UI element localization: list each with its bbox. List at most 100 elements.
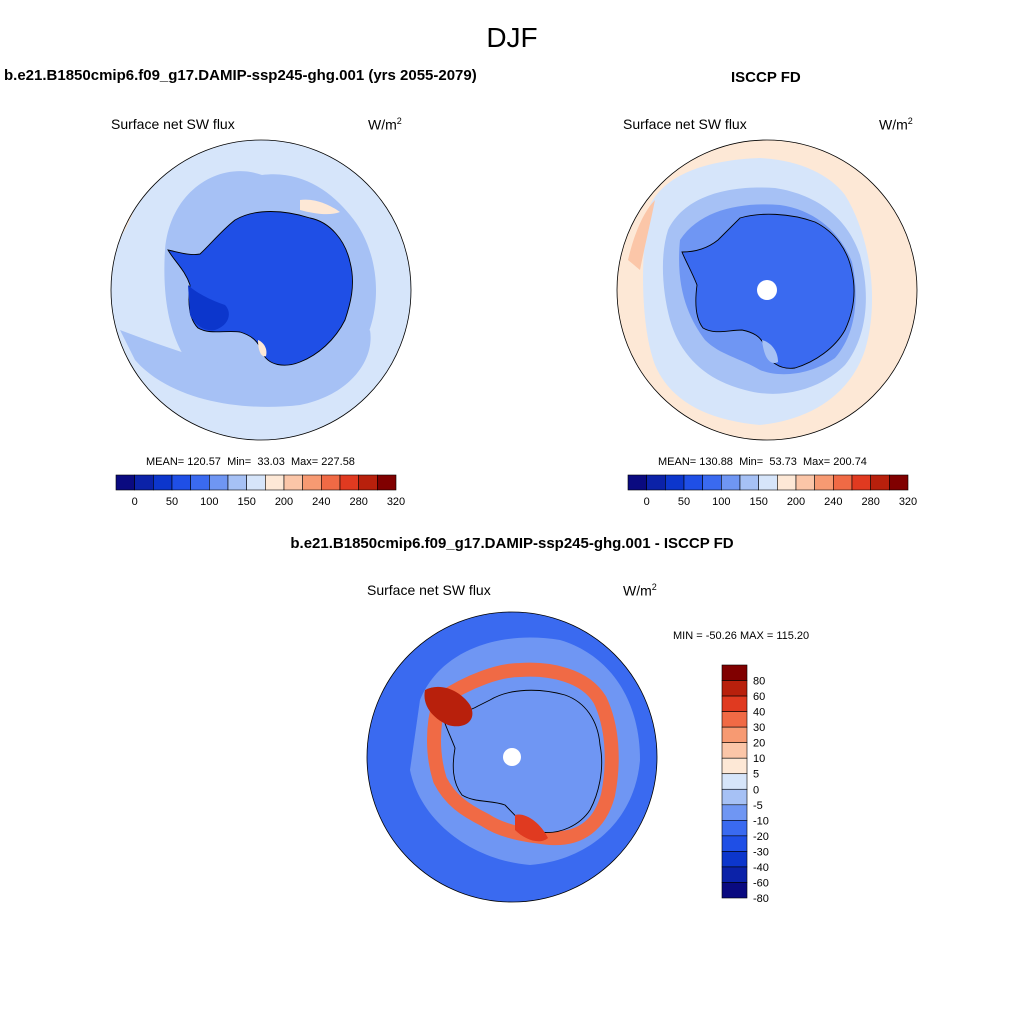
panel3-colorbar-tick-label: -60: [753, 877, 769, 889]
panel3-colorbar-tick-label: 5: [753, 769, 759, 781]
panel2-colorbar: 0 50 100 150 200 240 280 320: [627, 474, 917, 508]
panel1-colorbar-tick-label: 200: [275, 496, 293, 508]
panel2-colorbar-tick-label: 0: [644, 496, 650, 508]
panel2-colorbar-swatch-10: [814, 474, 834, 491]
panel1-stats: MEAN= 120.57 Min= 33.03 Max= 227.58: [146, 456, 355, 468]
panel3-colorbar-swatch-12: [721, 851, 748, 868]
panel3-colorbar-tick-label: -10: [753, 815, 769, 827]
panel3-colorbar-tick-label: 80: [753, 676, 765, 688]
panel1-colorbar-tick-label: 240: [312, 496, 330, 508]
panel3-warm-ring: [427, 662, 619, 846]
panel3-colorbar-swatch-10: [721, 820, 748, 837]
panel2-colorbar-swatch-3: [683, 474, 703, 491]
panel3-colorbar-tick-label: -40: [753, 862, 769, 874]
panel2-colorbar-swatch-4: [702, 474, 722, 491]
panel1-colorbar-swatch-9: [283, 474, 303, 491]
panel1-ocean-band-2: [120, 330, 371, 407]
panel1-colorbar-tick-label: 150: [237, 496, 255, 508]
panel1-colorbar-tick-label: 100: [200, 496, 218, 508]
panel1-colorbar-swatch-10: [302, 474, 322, 491]
panel1-units-label: W/m2: [368, 116, 402, 133]
panel2-colorbar-swatch-1: [646, 474, 666, 491]
panel3-colorbar-tick-label: 60: [753, 691, 765, 703]
panel3-colorbar-tick-label: 0: [753, 784, 759, 796]
panel1-map: [111, 140, 411, 440]
panel3-colorbar: 80 60 40 30 20 10 5 0 -5 -10 -20 -30 -40 -60 -80: [721, 664, 769, 905]
panel1-colorbar-swatch-14: [377, 474, 397, 491]
panel1-colorbar-swatch-11: [321, 474, 341, 491]
panel3-map-border: [366, 611, 658, 903]
panel1-warm-patch-top: [300, 199, 340, 215]
panel1-colorbar-swatch-2: [153, 474, 173, 491]
panel1-colorbar-tick-label: 0: [132, 496, 138, 508]
panel2-pole-mask: [757, 280, 777, 300]
panel2-colorbar-tick-label: 50: [678, 496, 690, 508]
panel3-variable-label: Surface net SW flux: [367, 582, 491, 598]
panel3-colorbar-tick-label: 30: [753, 722, 765, 734]
panel3-colorbar-swatch-2: [721, 695, 748, 712]
panel1-colorbar-swatch-1: [134, 474, 154, 491]
panel3-title: b.e21.B1850cmip6.f09_g17.DAMIP-ssp245-gh…: [290, 535, 734, 552]
panel2-colorbar-swatch-0: [627, 474, 647, 491]
panel3-colorbar-swatch-0: [721, 664, 748, 681]
panel2-colorbar-tick-label: 100: [712, 496, 730, 508]
panel3-colorbar-swatch-7: [721, 773, 748, 790]
panel3-colorbar-tick-label: 10: [753, 753, 765, 765]
panel2-colorbar-swatch-9: [795, 474, 815, 491]
panel1-title: b.e21.B1850cmip6.f09_g17.DAMIP-ssp245-gh…: [4, 67, 477, 84]
panel2-colorbar-swatch-13: [870, 474, 890, 491]
panel1-variable-label: Surface net SW flux: [111, 116, 235, 132]
panel1-colorbar-swatch-8: [265, 474, 285, 491]
panel2-units-label: W/m2: [879, 116, 913, 133]
panel3-units-label: W/m2: [623, 582, 657, 599]
panel1-colorbar-tick-label: 280: [349, 496, 367, 508]
panel3-pole-mask: [503, 748, 521, 766]
panel3-colorbar-swatch-13: [721, 866, 748, 883]
panel3-colorbar-swatch-4: [721, 726, 748, 743]
panel1-colorbar-swatch-4: [190, 474, 210, 491]
panel1-peninsula-dark: [188, 285, 229, 331]
panel2-colorbar-tick-label: 200: [787, 496, 805, 508]
panel1-colorbar-swatch-6: [227, 474, 247, 491]
panel2-colorbar-swatch-14: [889, 474, 909, 491]
panel3-colorbar-swatch-8: [721, 788, 748, 806]
panel2-colorbar-swatch-8: [777, 474, 797, 491]
panel2-colorbar-tick-label: 150: [749, 496, 767, 508]
figure-title: DJF: [486, 22, 538, 53]
panel1-colorbar-swatch-7: [246, 474, 266, 491]
panel2-ice-shelf: [762, 340, 778, 364]
panel2-colorbar-swatch-7: [758, 474, 778, 491]
panel3-colorbar-tick-label: -20: [753, 831, 769, 843]
panel3-colorbar-swatch-11: [721, 835, 748, 852]
panel1-peninsula-warm: [258, 340, 267, 357]
panel1-colorbar-swatch-12: [339, 474, 359, 491]
panel1-colorbar-swatch-13: [358, 474, 378, 491]
panel1-colorbar-swatch-3: [171, 474, 191, 491]
panel3-stats: MIN = -50.26 MAX = 115.20: [673, 630, 810, 642]
panel2-title: ISCCP FD: [731, 69, 801, 86]
panel2-colorbar-swatch-11: [833, 474, 853, 491]
panel3-weddell-hotspot: [424, 686, 473, 727]
panel2-variable-label: Surface net SW flux: [623, 116, 747, 132]
panel1-colorbar: 0 50 100 150 200 240 280 320: [115, 474, 405, 508]
panel2-map-border: [616, 139, 918, 441]
panel3-colorbar-tick-label: 40: [753, 707, 765, 719]
panel3-colorbar-tick-label: -5: [753, 800, 763, 812]
panel3-colorbar-swatch-5: [721, 742, 748, 759]
panel2-colorbar-tick-label: 320: [899, 496, 917, 508]
panel2-colorbar-tick-label: 280: [861, 496, 879, 508]
panel2-stats: MEAN= 130.88 Min= 53.73 Max= 200.74: [658, 456, 867, 468]
panel3-colorbar-swatch-6: [721, 757, 748, 775]
panel2-colorbar-swatch-5: [721, 474, 741, 491]
panel1-colorbar-swatch-0: [115, 474, 135, 491]
panel3-colorbar-tick-label: -30: [753, 846, 769, 858]
panel3-map: [367, 612, 657, 902]
panel3-colorbar-swatch-3: [721, 711, 748, 728]
panel3-colorbar-swatch-1: [721, 680, 748, 697]
panel3-colorbar-swatch-9: [721, 804, 748, 821]
panel1-colorbar-tick-label: 50: [166, 496, 178, 508]
panel1-map-border: [110, 139, 412, 441]
panel3-colorbar-tick-label: -80: [753, 893, 769, 905]
panel2-colorbar-swatch-6: [739, 474, 759, 491]
